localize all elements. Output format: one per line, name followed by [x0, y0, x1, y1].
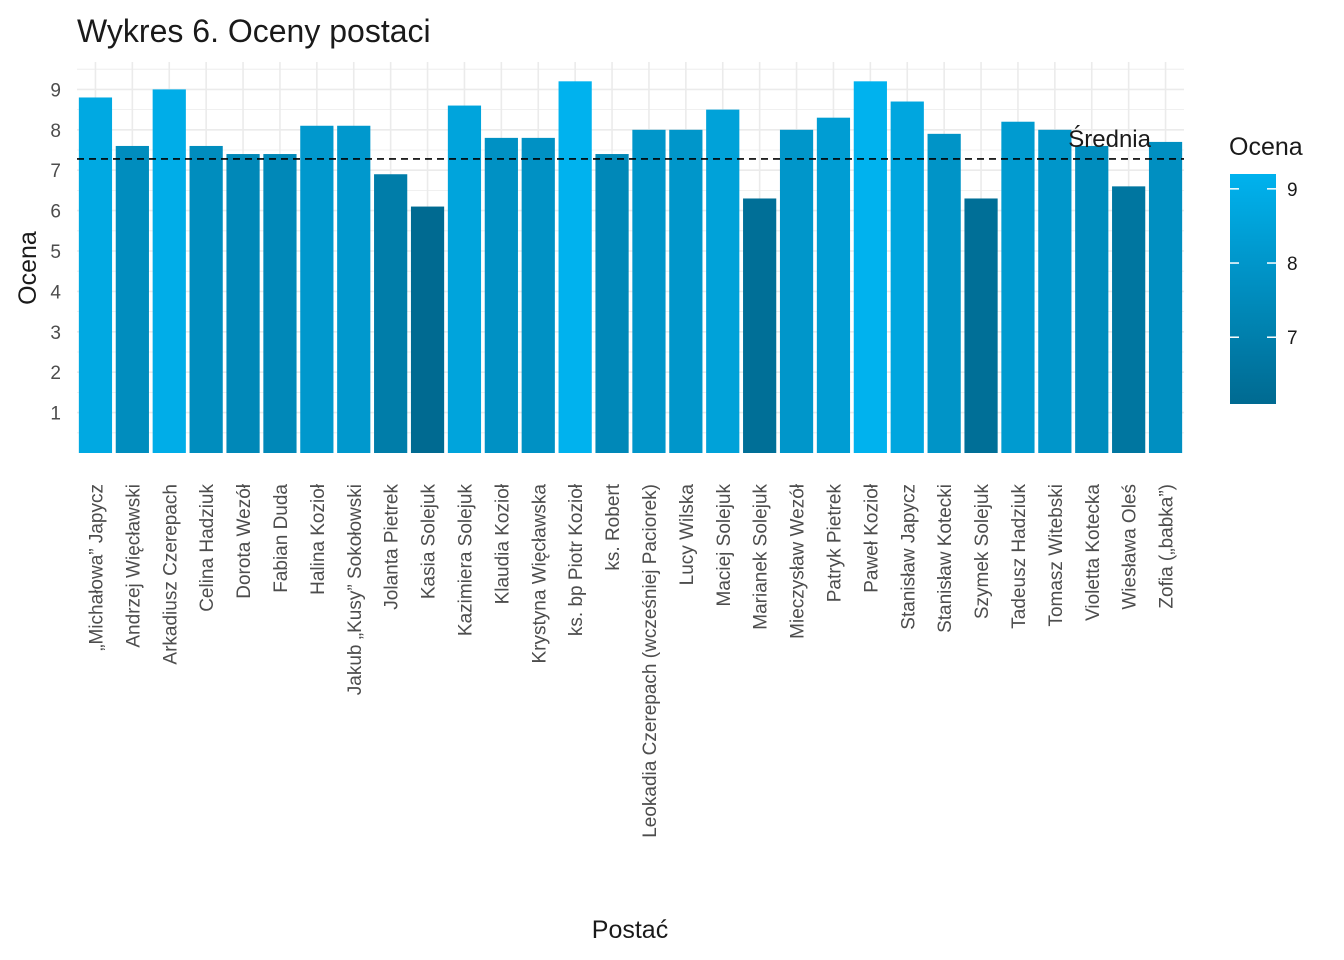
- y-tick-label: 8: [50, 121, 61, 142]
- bars: [78, 81, 1183, 454]
- x-tick-label: Kasia Solejuk: [419, 484, 440, 600]
- x-tick-label: Tadeusz Hadziuk: [1009, 484, 1030, 629]
- bar: [1038, 129, 1072, 454]
- y-axis: 1 2 3 4 5 6 7 8 9: [50, 80, 61, 424]
- bar: [595, 154, 629, 454]
- x-tick-label: Jolanta Pietrek: [382, 484, 403, 610]
- x-tick-label: Mieczysław Wezół: [788, 483, 809, 639]
- bar: [632, 129, 666, 454]
- y-tick-label: 1: [50, 404, 61, 425]
- x-tick-label: Krystyna Więcławska: [529, 484, 550, 664]
- bar: [374, 174, 408, 454]
- x-tick-label: Dorota Wezół: [234, 483, 255, 599]
- x-tick-label: Paweł Kozioł: [861, 483, 882, 593]
- chart-title: Wykres 6. Oceny postaci: [77, 13, 431, 49]
- bar: [484, 137, 518, 453]
- bar: [1148, 141, 1183, 454]
- y-tick-label: 7: [50, 161, 61, 182]
- x-tick-label: „Michałowa” Japycz: [86, 484, 107, 651]
- x-tick-label: Arkadiusz Czerepach: [160, 484, 181, 665]
- x-tick-label: Jakub „Kusy” Sokołowski: [345, 484, 366, 695]
- x-tick-label: Marianek Solejuk: [751, 484, 772, 630]
- x-axis: „Michałowa” Japycz Andrzej Więcławski Arka…: [86, 483, 1177, 838]
- bar: [1112, 186, 1146, 454]
- bar: [152, 89, 186, 454]
- bar: [447, 105, 482, 453]
- bar: [853, 81, 887, 453]
- x-tick-label: Tomasz Witebski: [1046, 484, 1067, 627]
- bar: [890, 101, 924, 454]
- bar: [300, 125, 334, 453]
- bar: [226, 154, 260, 454]
- bar: [779, 129, 814, 454]
- bar: [189, 145, 223, 453]
- bar: [927, 133, 961, 453]
- bar: [1075, 145, 1109, 453]
- x-tick-label: Szymek Solejuk: [972, 484, 993, 620]
- y-tick-label: 3: [50, 323, 61, 344]
- x-tick-label: Leokadia Czerepach (wcześniej Paciorek): [640, 484, 661, 838]
- bar: [743, 198, 777, 453]
- bar: [669, 129, 703, 454]
- bar: [263, 154, 297, 454]
- bar: [558, 81, 592, 453]
- bar: [816, 117, 851, 454]
- x-tick-label: Halina Kozioł: [308, 483, 329, 595]
- y-tick-label: 9: [50, 80, 61, 101]
- y-tick-label: 5: [50, 242, 61, 263]
- x-tick-label: Klaudia Kozioł: [492, 483, 513, 604]
- legend-title: Ocena: [1229, 133, 1303, 161]
- x-tick-label: Patryk Pietrek: [824, 484, 845, 603]
- bar: [337, 125, 371, 453]
- y-tick-label: 4: [50, 282, 61, 303]
- legend-colorbar: [1230, 174, 1276, 404]
- mean-line-group: Średnia: [77, 125, 1184, 160]
- mean-label: Średnia: [1068, 125, 1151, 153]
- x-tick-label: Fabian Duda: [271, 484, 292, 593]
- x-tick-label: Stanisław Kotecki: [935, 484, 956, 633]
- legend: Ocena 7 8 9: [1229, 133, 1303, 404]
- x-tick-label: Maciej Solejuk: [714, 484, 735, 607]
- y-tick-label: 2: [50, 363, 61, 384]
- x-tick-label: Zofia („babka”): [1157, 484, 1178, 609]
- bar: [521, 137, 555, 453]
- x-tick-label: Violetta Kotecka: [1083, 484, 1104, 621]
- x-tick-label: Kazimiera Solejuk: [455, 484, 476, 637]
- bar: [964, 198, 998, 453]
- x-tick-label: Stanisław Japycz: [898, 484, 919, 630]
- x-tick-label: Andrzej Więcławski: [123, 484, 144, 648]
- legend-tick-label: 8: [1287, 254, 1298, 275]
- bar: [115, 145, 149, 453]
- x-tick-label: Celina Hadziuk: [197, 484, 218, 612]
- x-tick-label: Wiesława Oleś: [1120, 484, 1141, 610]
- y-tick-label: 6: [50, 202, 61, 223]
- y-axis-title: Ocena: [14, 231, 42, 305]
- bar: [410, 206, 445, 453]
- bar: [78, 97, 113, 453]
- x-tick-label: ks. bp Piotr Kozioł: [566, 483, 587, 636]
- bar: [706, 109, 740, 453]
- legend-tick-label: 9: [1287, 180, 1298, 201]
- legend-tick-label: 7: [1287, 328, 1298, 349]
- x-tick-label: ks. Robert: [603, 483, 624, 570]
- x-axis-title: Postać: [592, 916, 668, 944]
- x-tick-label: Lucy Wilska: [677, 484, 698, 586]
- bar: [1001, 121, 1035, 453]
